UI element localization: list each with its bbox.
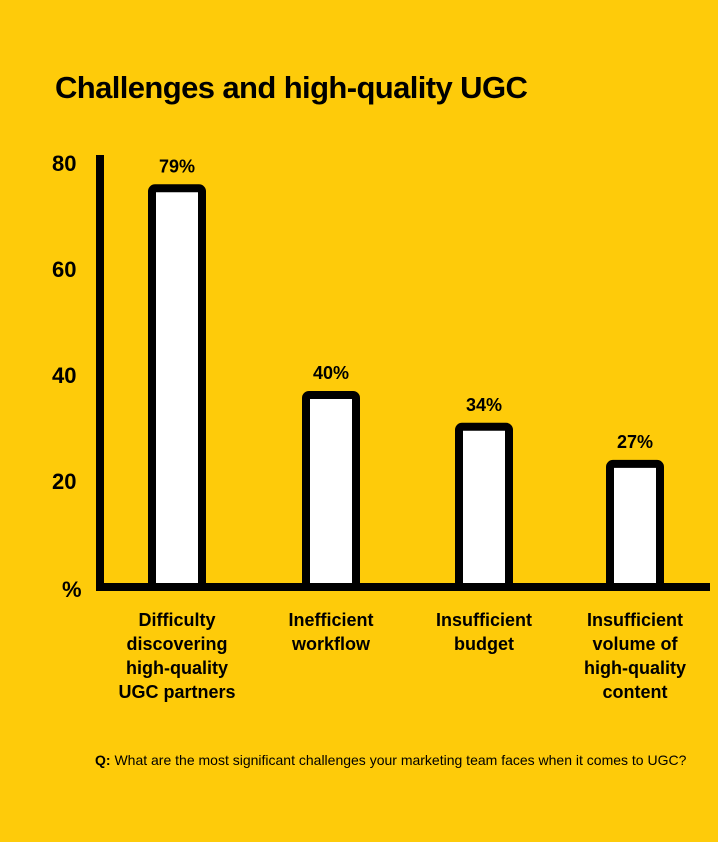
category-label-line: Inefficient xyxy=(288,610,374,630)
category-label-line: Insufficient xyxy=(586,610,683,630)
category-label-line: Insufficient xyxy=(435,610,532,630)
category-labels: Difficulty discovering high-quality UGC par… xyxy=(0,608,718,708)
bar xyxy=(148,184,206,592)
data-label: 27% xyxy=(617,432,653,452)
y-tick-label: 80 xyxy=(52,151,76,176)
question-text: What are the most significant challenges… xyxy=(110,752,687,768)
y-tick-label: 40 xyxy=(52,363,76,388)
category-label-line: workflow xyxy=(291,634,370,654)
question-prefix: Q: xyxy=(95,752,111,768)
y-tick-label: 20 xyxy=(52,469,76,494)
bar xyxy=(455,422,513,591)
data-label: 40% xyxy=(313,363,349,383)
category-label-line: discovering xyxy=(126,634,228,654)
category-label-line: high-quality xyxy=(126,658,228,678)
chart-title: Challenges and high-quality UGC xyxy=(55,70,528,105)
data-label: 34% xyxy=(466,395,502,415)
y-tick-label: 60 xyxy=(52,257,76,282)
data-label: 79% xyxy=(159,156,195,176)
category-label-line: UGC partners xyxy=(118,682,236,702)
bar xyxy=(606,459,664,591)
survey-question: Q: What are the most significant challen… xyxy=(95,750,705,770)
category-label-line: budget xyxy=(454,634,514,654)
category-label: Difficulty discovering high-quality UGC par… xyxy=(87,608,267,704)
category-label: Inefficient workflow xyxy=(241,608,421,656)
category-label: Insufficient volume of high-quality content xyxy=(545,608,718,704)
category-label-line: volume of xyxy=(592,634,678,654)
y-unit-label: % xyxy=(62,577,82,602)
category-label-line: Difficulty xyxy=(138,610,216,630)
category-label-line: content xyxy=(602,682,668,702)
category-label: Insufficient budget xyxy=(394,608,574,656)
bar xyxy=(302,391,360,591)
category-label-line: high-quality xyxy=(584,658,686,678)
